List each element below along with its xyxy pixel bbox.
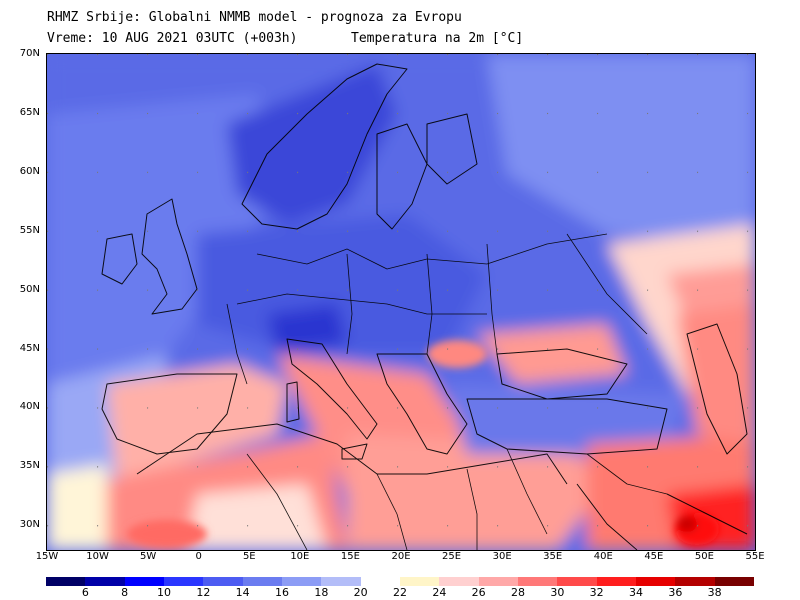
temperature-map[interactable]	[46, 53, 756, 551]
color-scale-label: 16	[275, 586, 289, 599]
lat-label: 35N	[19, 460, 40, 472]
color-scale-label: 6	[81, 586, 89, 599]
lon-label: 30E	[492, 551, 512, 562]
color-swatch	[400, 577, 440, 586]
lon-label: 10E	[290, 551, 310, 562]
map-canvas	[47, 54, 755, 550]
lat-label: 55N	[19, 224, 40, 236]
color-swatch	[596, 577, 637, 586]
color-swatch	[714, 577, 755, 586]
lon-label: 35E	[543, 551, 563, 562]
color-swatch	[478, 577, 519, 586]
color-swatch	[518, 577, 558, 586]
lon-label: 40E	[593, 551, 613, 562]
color-swatch	[124, 577, 165, 586]
lon-label: 5E	[242, 551, 256, 562]
coastlines	[101, 63, 748, 550]
lon-label: 45E	[644, 551, 664, 562]
forecast-time: Vreme: 10 AUG 2021 03UTC (+003h)	[47, 31, 298, 46]
color-scale-label: 10	[157, 586, 171, 599]
lat-label: 70N	[19, 48, 40, 59]
graticule	[47, 54, 755, 550]
lon-label: 5W	[140, 551, 157, 562]
lat-label: 60N	[19, 165, 40, 177]
color-swatch	[321, 577, 362, 586]
lon-label: 50E	[694, 551, 714, 562]
color-scale-label: 30	[550, 586, 565, 599]
color-swatch	[439, 577, 480, 586]
field-label: Temperatura na 2m [°C]	[351, 31, 524, 46]
color-scale-label: 22	[393, 586, 407, 599]
lat-label: 45N	[19, 342, 40, 354]
color-swatch	[557, 577, 598, 586]
color-swatch	[164, 577, 204, 586]
lat-label: 50N	[19, 283, 40, 295]
lon-label: 25E	[442, 551, 462, 562]
color-scale-label: 26	[471, 586, 486, 599]
color-scale-label: 36	[668, 586, 683, 599]
color-scale-label: 12	[196, 586, 211, 599]
color-scale-label: 32	[589, 586, 604, 599]
color-swatch	[675, 577, 716, 586]
map-title: RHMZ Srbije: Globalni NMMB model - progn…	[47, 10, 462, 25]
lon-label: 10W	[86, 551, 109, 562]
lat-label: 30N	[19, 519, 40, 531]
color-swatch	[46, 577, 86, 586]
color-scale-label: 8	[121, 586, 129, 599]
color-swatch	[360, 577, 401, 586]
color-swatch	[85, 577, 126, 586]
color-scale-label: 34	[629, 586, 643, 599]
color-scale-label: 38	[707, 586, 722, 599]
lon-label: 15W	[35, 551, 59, 562]
color-swatch	[636, 577, 676, 586]
lon-label: 0	[195, 551, 202, 562]
lat-label: 40N	[19, 401, 40, 413]
color-swatch	[203, 577, 244, 586]
color-scale-label: 18	[314, 586, 329, 599]
lon-label: 55E	[745, 551, 765, 562]
lat-label: 65N	[19, 106, 40, 118]
color-scale-label: 28	[511, 586, 525, 599]
color-scale-label: 14	[235, 586, 250, 599]
color-scale-label: 20	[353, 586, 368, 599]
color-swatch	[282, 577, 322, 586]
color-scale-label: 24	[432, 586, 447, 599]
color-swatch	[242, 577, 283, 586]
color-scale	[46, 577, 755, 586]
lon-label: 20E	[391, 551, 411, 562]
lon-label: 15E	[340, 551, 360, 562]
